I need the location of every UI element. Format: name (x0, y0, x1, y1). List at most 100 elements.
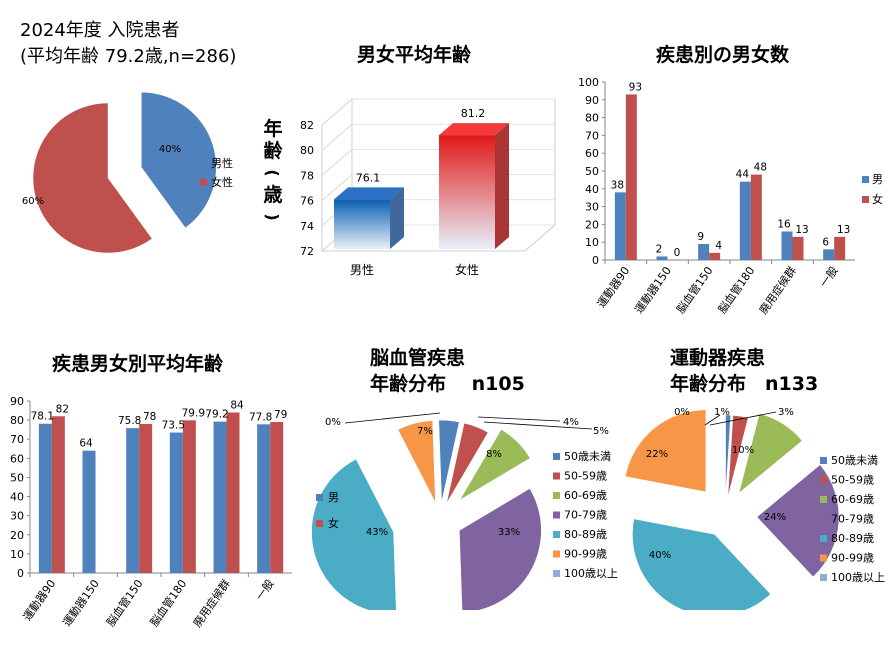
legend-swatch (553, 492, 560, 499)
ylabel-char: ) (263, 213, 282, 220)
stroke-title: 脳血管疾患 年齢分布 n105 (370, 345, 525, 397)
legend-label: 60-69歳 (831, 493, 874, 506)
y-tick-label: 50 (10, 471, 24, 484)
legend-swatch (553, 531, 560, 538)
slice-label: 3% (778, 407, 794, 418)
pie-slice (32, 102, 153, 254)
legend-label: 90-99歳 (564, 548, 607, 561)
legend-label: 男性 (211, 156, 233, 170)
stroke-title-line-1: 脳血管疾患 (370, 347, 466, 369)
age-by-disease-title: 疾患男女別平均年齢 (52, 353, 224, 375)
legend-label: 60-69歳 (564, 489, 607, 502)
grid-line (321, 123, 353, 151)
y-tick-label: 40 (10, 491, 24, 504)
bar (51, 416, 65, 573)
y-tick-label: 20 (10, 529, 24, 542)
bar-value-label: 79.2 (205, 409, 228, 421)
bar-value-label: 78.1 (31, 411, 54, 423)
stroke-pie-chart: 4% 5% 8% 33% 43% 7% 0% 50歳未満 50-59歳 60-69歳 70-79歳… (311, 412, 618, 610)
bar (667, 260, 679, 261)
bar (709, 252, 721, 260)
y-tick-label: 100 (578, 76, 599, 89)
bar-value-label: 2 (656, 243, 663, 255)
bar (750, 174, 762, 260)
y-tick-label: 82 (300, 119, 314, 132)
x-tick-label: 脳血管180 (147, 577, 189, 629)
legend-label: 女 (872, 192, 883, 206)
grid-line (321, 149, 353, 176)
legend-swatch (553, 472, 560, 480)
bar-side (390, 187, 404, 249)
x-tick-label: 一般 (253, 577, 276, 602)
y-tick-label: 70 (585, 129, 599, 142)
y-tick-label: 40 (585, 183, 599, 196)
bar (139, 423, 153, 573)
main-title: 2024年度 入院患者 (平均年齢 79.2歳,n=286) (20, 18, 236, 70)
bar-value-label: 9 (697, 231, 704, 243)
bar-value-label: 75.8 (118, 415, 141, 427)
main-title-line-1: 2024年度 入院患者 (20, 20, 180, 41)
pie-slice (625, 409, 707, 493)
slice-label: 4% (563, 417, 579, 428)
grid-line (321, 174, 353, 201)
bar-value-label: 6 (822, 236, 829, 248)
y-tick-label: 70 (10, 433, 24, 446)
bar-value-label: 82 (56, 403, 69, 415)
y-tick-label: 30 (585, 201, 599, 214)
y-tick-label: 60 (585, 147, 599, 160)
ortho-title-line-1: 運動器疾患 (670, 347, 766, 369)
y-tick-label: 78 (300, 169, 314, 182)
slice-label: 22% (646, 449, 668, 460)
pie-slice (141, 91, 217, 229)
y-tick-label: 80 (10, 414, 24, 427)
bar (792, 236, 804, 260)
bar (126, 428, 140, 573)
x-tick-label: 運動器150 (60, 577, 102, 629)
bar-value-label: 81.2 (461, 107, 486, 120)
leader-line (344, 412, 441, 424)
bar (625, 94, 637, 261)
x-tick-label: 女性 (455, 262, 479, 277)
bar (781, 231, 793, 260)
bar-value-label: 84 (230, 399, 244, 411)
slice-label: 0% (674, 407, 690, 418)
bar (823, 249, 835, 260)
y-tick-label: 10 (10, 548, 24, 561)
legend-swatch (200, 179, 207, 186)
ylabel-char: 齢 (263, 139, 283, 162)
bar-value-label: 64 (79, 438, 93, 450)
x-tick-label: 脳血管180 (715, 264, 757, 316)
slice-label: 60% (22, 196, 44, 207)
bar-top (334, 187, 404, 200)
bar-value-label: 78 (143, 411, 156, 423)
bar (82, 450, 96, 573)
legend-label: 80-89歳 (564, 528, 607, 541)
legend-swatch (820, 574, 827, 581)
bar-value-label: 38 (611, 179, 624, 191)
pie-slice (756, 464, 840, 578)
counts-title: 疾患別の男女数 (656, 44, 790, 66)
sex-legend-swatch (316, 520, 323, 527)
pie-slice (459, 488, 542, 610)
avg-age-title: 男女平均年齢 (357, 44, 472, 66)
avg-age-chart: 年齢 (歳) 72 74 76 78 80 82 76.1 男性 81.2 女性 (263, 98, 556, 277)
legend-swatch (862, 196, 869, 203)
bar (213, 421, 227, 573)
legend-label: 70-79歳 (564, 509, 607, 522)
legend-swatch (820, 457, 827, 464)
legend-label: 90-99歳 (831, 552, 874, 565)
legend-label: 100歳以上 (564, 567, 618, 580)
legend-swatch (862, 176, 869, 183)
legend-swatch (820, 535, 827, 542)
leader-line (483, 421, 593, 430)
legend-swatch (820, 476, 827, 484)
legend-label: 80-89歳 (831, 532, 874, 545)
ortho-title-line-2: 年齢分布 n133 (670, 373, 819, 395)
slice-label: 1% (714, 407, 730, 418)
bar-value-label: 73.5 (162, 420, 185, 432)
legend-swatch (553, 511, 560, 519)
bar-value-label: 13 (837, 224, 850, 236)
x-tick-label: 運動器150 (632, 264, 674, 316)
